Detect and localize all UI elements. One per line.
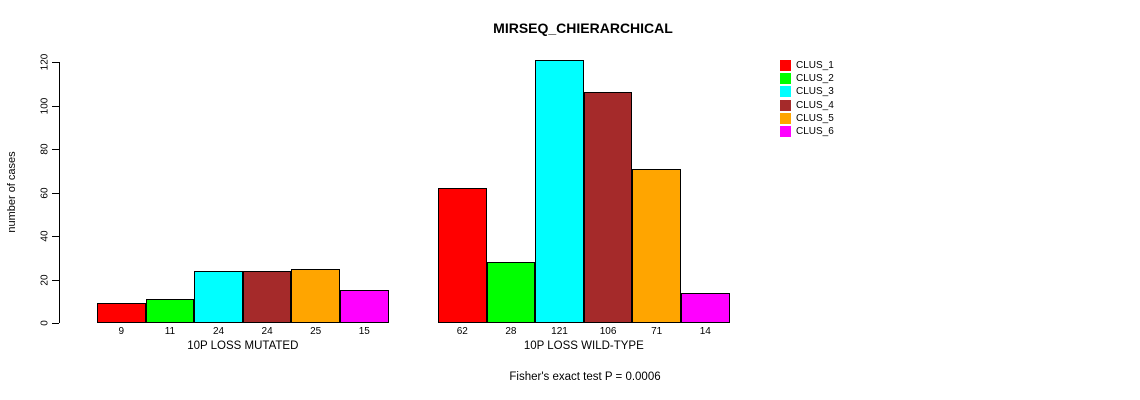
legend-item-clus_2: CLUS_2 — [780, 72, 834, 85]
bar-value-label: 106 — [599, 326, 617, 337]
group-label: 10P LOSS MUTATED — [187, 340, 299, 352]
bar-clus_4-group1 — [242, 270, 292, 323]
y-axis-tick — [52, 279, 59, 281]
y-axis-line — [59, 62, 60, 323]
fisher-test-footnote: Fisher's exact test P = 0.0006 — [509, 371, 661, 383]
y-axis-tick — [52, 105, 59, 107]
bar-value-label: 11 — [164, 326, 176, 337]
legend-swatch-icon — [780, 73, 791, 85]
legend-label: CLUS_3 — [796, 86, 834, 98]
bar-value-label: 121 — [551, 326, 568, 337]
bar-value-label: 24 — [212, 326, 225, 337]
y-axis-tick-label: 40 — [39, 230, 51, 242]
bar-clus_3-group1 — [194, 270, 243, 323]
y-axis-tick-label: 60 — [39, 186, 51, 199]
legend-item-clus_5: CLUS_5 — [780, 112, 834, 125]
bar-clus_1-group1 — [97, 303, 146, 323]
y-axis-tick-label: 120 — [39, 53, 51, 71]
y-axis-tick-label: 0 — [39, 320, 51, 326]
y-axis-tick — [52, 192, 59, 194]
bar-clus_2-group1 — [145, 299, 195, 323]
y-axis-tick — [52, 62, 59, 63]
legend-label: CLUS_6 — [796, 126, 834, 138]
legend-swatch-icon — [780, 112, 791, 124]
y-axis-tick — [52, 236, 59, 237]
bar-clus_3-group2 — [535, 59, 584, 323]
y-axis-label: number of cases — [6, 151, 18, 233]
chart-title: MIRSEQ_CHIERARCHICAL — [493, 20, 673, 36]
legend-label: CLUS_5 — [796, 112, 834, 124]
bar-clus_5-group1 — [291, 268, 340, 323]
bar-value-label: 71 — [651, 326, 663, 337]
bar-clus_6-group2 — [681, 292, 730, 323]
legend-item-clus_4: CLUS_4 — [780, 99, 834, 112]
legend-swatch-icon — [780, 99, 791, 111]
legend-swatch-icon — [780, 86, 791, 98]
bar-value-label: 25 — [310, 326, 322, 337]
legend-item-clus_3: CLUS_3 — [780, 85, 834, 98]
y-axis-tick — [52, 149, 59, 150]
bar-value-label: 15 — [358, 326, 370, 337]
bar-value-label: 24 — [261, 326, 273, 337]
bar-value-label: 28 — [505, 326, 517, 337]
legend-label: CLUS_2 — [796, 73, 834, 85]
bar-clus_5-group2 — [632, 168, 681, 323]
bar-value-label: 62 — [456, 326, 468, 337]
bar-clus_2-group2 — [486, 262, 536, 323]
bar-value-label: 9 — [118, 326, 125, 337]
bar-value-label: 14 — [699, 326, 711, 337]
legend-swatch-icon — [780, 126, 791, 138]
bar-clus_4-group2 — [583, 92, 633, 323]
y-axis-tick-label: 20 — [39, 273, 51, 286]
legend-swatch-icon — [780, 60, 791, 72]
group-label: 10P LOSS WILD-TYPE — [523, 340, 644, 352]
legend-item-clus_6: CLUS_6 — [780, 125, 834, 138]
y-axis-tick — [52, 323, 59, 324]
legend-label: CLUS_1 — [796, 60, 834, 72]
legend: CLUS_1 CLUS_2 CLUS_3 CLUS_4 CLUS_5 CLUS_6 — [780, 59, 834, 138]
legend-item-clus_1: CLUS_1 — [780, 59, 834, 72]
bar-clus_1-group2 — [438, 188, 487, 323]
y-axis-tick-label: 100 — [39, 97, 51, 114]
bar-clus_6-group1 — [340, 290, 389, 323]
legend-label: CLUS_4 — [796, 99, 834, 111]
y-axis-tick-label: 80 — [39, 143, 51, 155]
